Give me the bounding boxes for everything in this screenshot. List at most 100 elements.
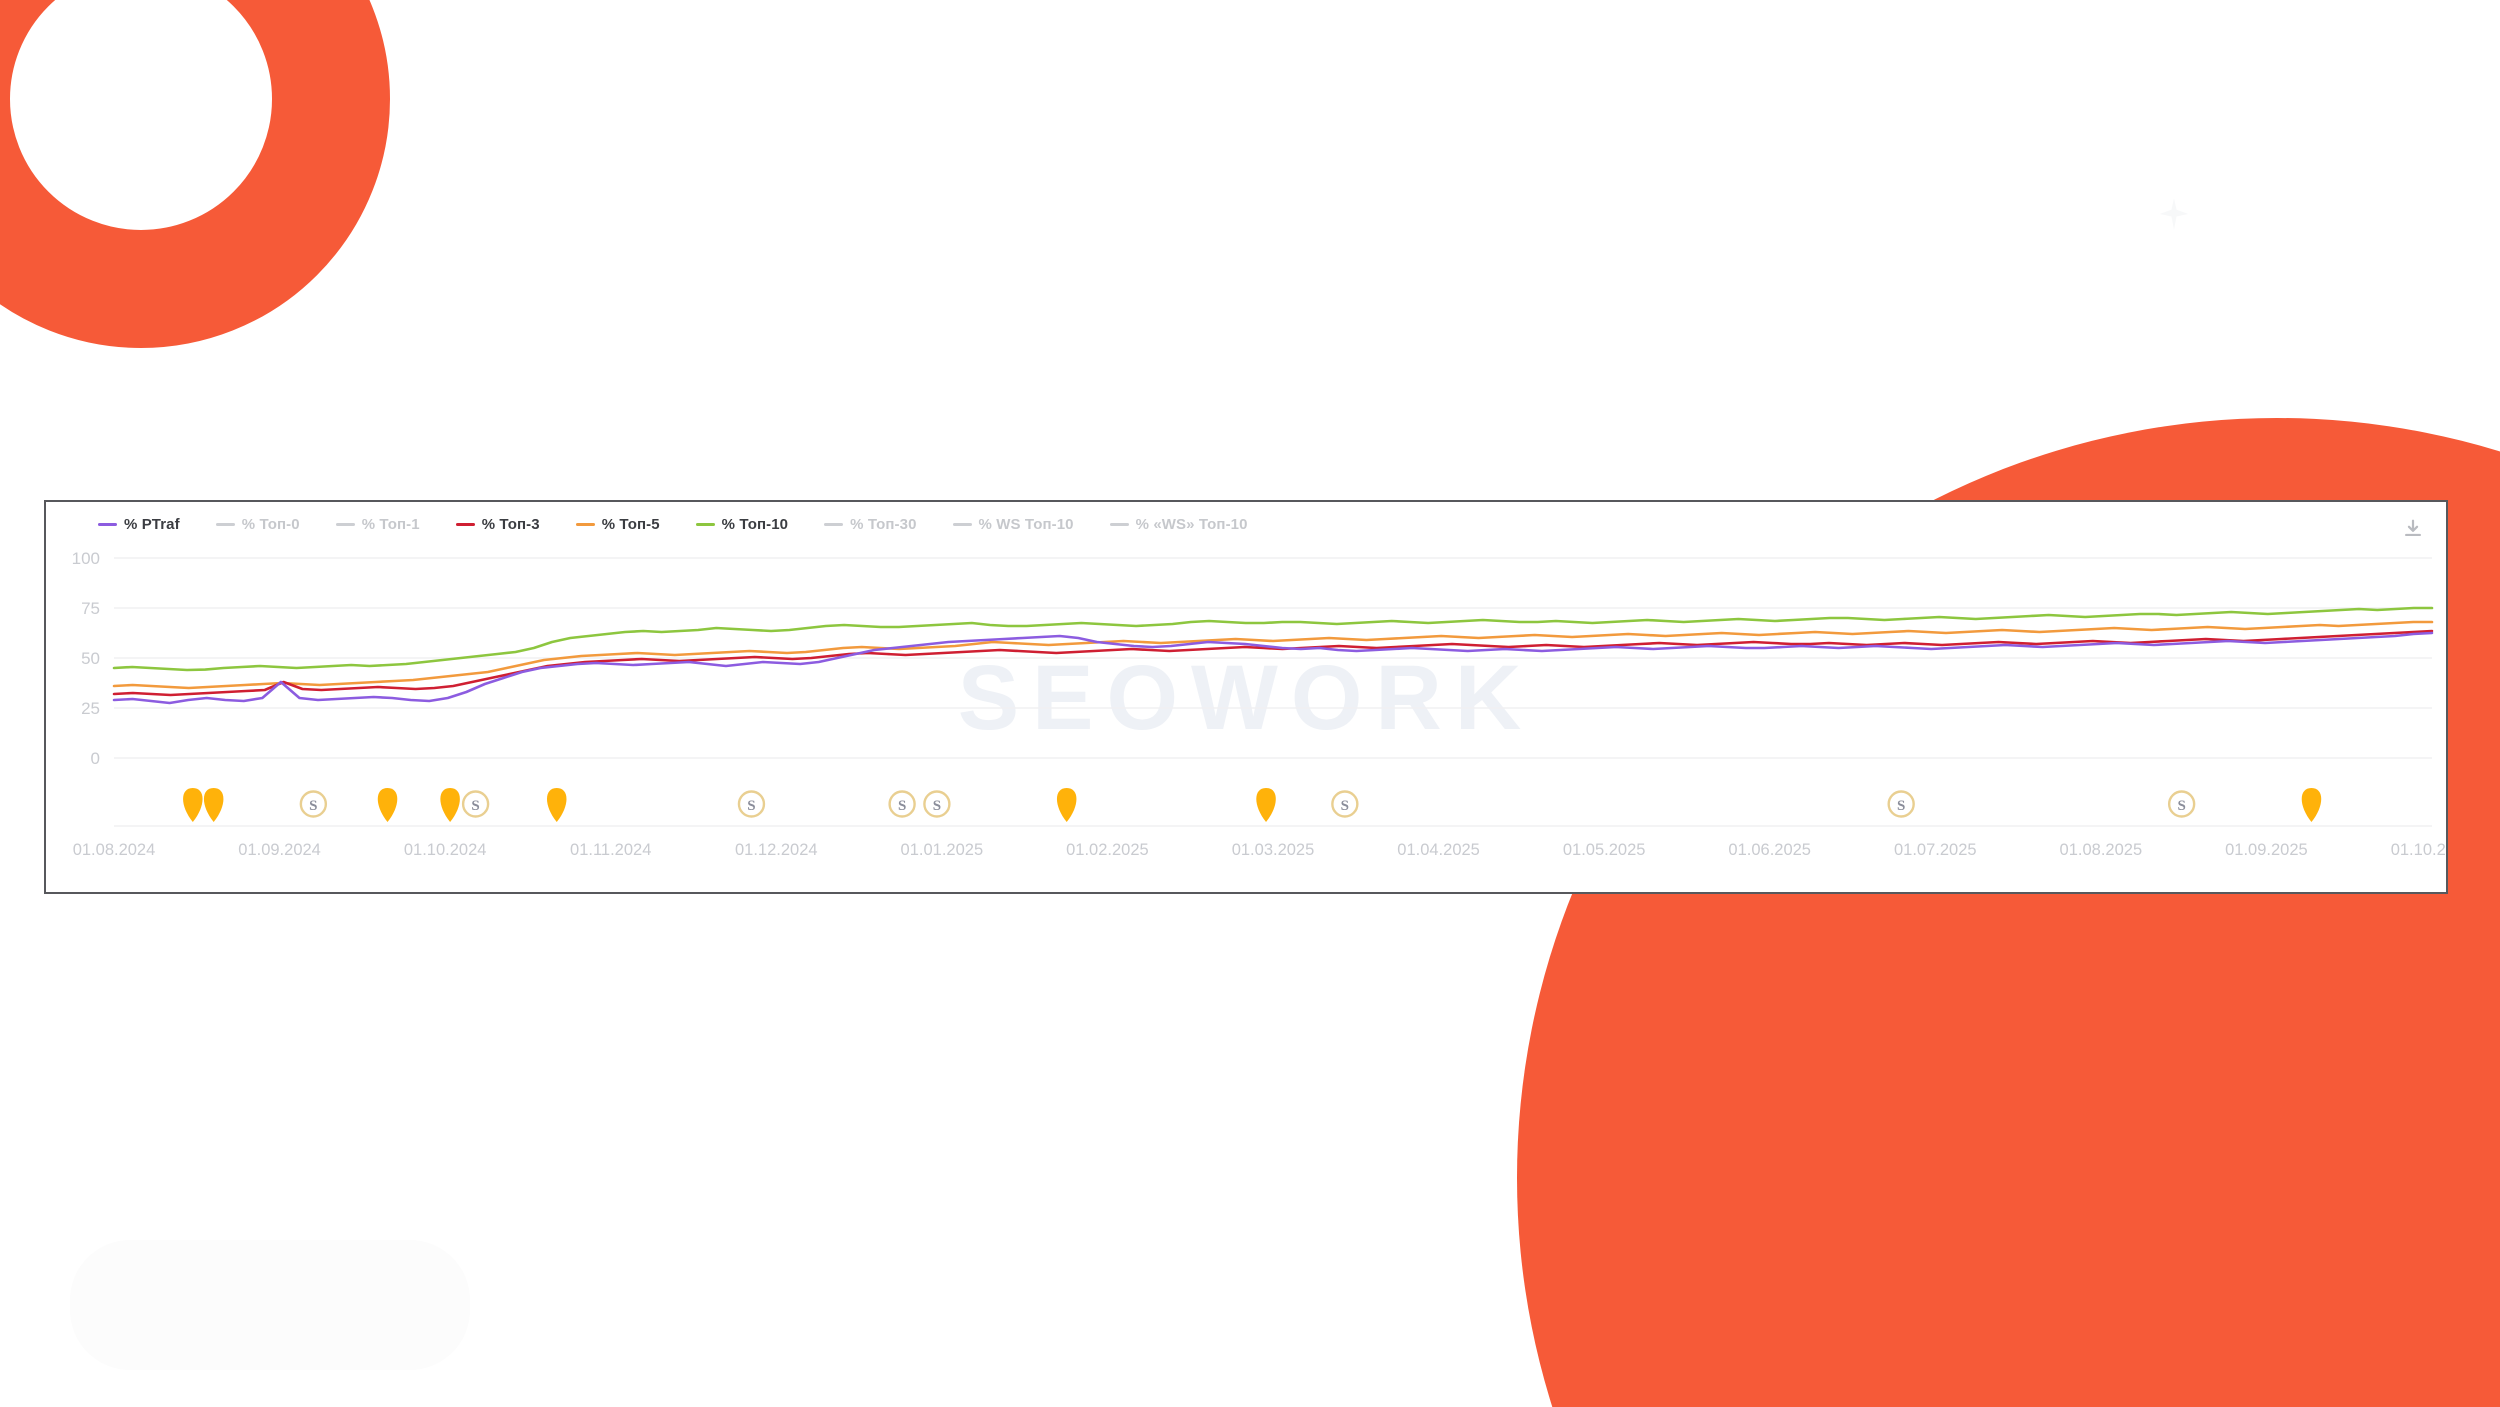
x-axis-tick-label: 01.05.2025 <box>1563 841 1646 859</box>
s-marker-letter: S <box>471 798 479 814</box>
legend-item-label: % «WS» Топ-10 <box>1135 515 1248 533</box>
visibility-chart-card: % PTraf % Топ-0 % Топ-1 % Топ-3 % Топ-5 % Топ… <box>44 500 2448 894</box>
pin-marker[interactable] <box>1056 788 1077 822</box>
s-marker[interactable]: S <box>737 790 766 818</box>
x-axis-tick-label: 01.01.2025 <box>901 841 984 859</box>
x-axis-tick-label: 01.11.2024 <box>570 841 651 859</box>
legend-swatch-icon <box>1109 522 1129 526</box>
legend-item-7[interactable]: % WS Топ-10 <box>952 515 1074 533</box>
s-marker[interactable]: S <box>1887 790 1915 818</box>
legend-item-label: % WS Топ-10 <box>978 515 1074 533</box>
legend-item-0[interactable]: % PTraf <box>98 517 180 532</box>
pin-shape <box>183 788 203 822</box>
legend-swatch-icon <box>335 522 355 526</box>
pin-marker[interactable] <box>2301 788 2322 822</box>
x-axis-tick-label: 01.07.2025 <box>1894 841 1977 859</box>
s-marker-circle <box>299 790 328 818</box>
legend-item-label: % Топ-30 <box>850 515 917 533</box>
legend-swatch-icon <box>575 522 595 526</box>
legend-swatch-icon <box>98 522 117 526</box>
s-marker-circle <box>2167 790 2196 818</box>
s-marker[interactable]: S <box>923 790 951 818</box>
s-marker-letter: S <box>747 798 755 814</box>
series-line-2[interactable] <box>114 631 2432 695</box>
legend-item-4[interactable]: % Топ-5 <box>575 515 660 533</box>
x-axis-tick-label: 01.08.2024 <box>73 841 156 859</box>
pin-shape <box>546 788 567 822</box>
s-marker-circle <box>461 790 490 818</box>
pin-shape <box>377 788 398 822</box>
legend-item-label: % Топ-3 <box>481 515 540 533</box>
series-line-3[interactable] <box>114 633 2432 703</box>
x-axis-tick-label: 01.02.2025 <box>1066 841 1149 859</box>
pin-marker[interactable] <box>546 788 567 822</box>
y-axis-tick-label: 100 <box>72 549 100 568</box>
y-axis-tick-label: 75 <box>81 599 100 618</box>
x-axis-tick-label: 01.08.2025 <box>2060 841 2143 859</box>
legend-item-label: % Топ-1 <box>361 515 420 533</box>
pin-shape <box>2301 788 2322 822</box>
pin-marker[interactable] <box>1256 788 1276 822</box>
brand-ring-decoration <box>0 0 390 348</box>
legend-item-5[interactable]: % Топ-10 <box>695 515 789 533</box>
pin-marker[interactable] <box>203 788 224 822</box>
pin-shape <box>1256 788 1276 822</box>
legend-swatch-icon <box>824 522 844 526</box>
chart-legend: % PTraf % Топ-0 % Топ-1 % Топ-3 % Топ-5 % Топ… <box>46 502 2446 546</box>
x-axis-tick-label: 01.03.2025 <box>1232 841 1315 859</box>
s-marker-circle <box>888 790 916 818</box>
x-axis-tick-label: 01.04.2025 <box>1397 841 1480 859</box>
legend-item-label: % Топ-10 <box>721 515 789 533</box>
s-marker-letter: S <box>2177 798 2185 814</box>
sparkle-decoration <box>2159 198 2189 230</box>
y-axis-tick-label: 25 <box>81 699 100 718</box>
series-line-1[interactable] <box>114 622 2432 688</box>
s-marker-circle <box>737 790 766 818</box>
x-axis-tick-label: 01.10.2024 <box>404 841 487 859</box>
pin-shape <box>203 788 224 822</box>
s-marker-letter: S <box>898 798 906 814</box>
s-marker[interactable]: S <box>299 790 328 818</box>
x-axis-tick-label: 01.09.2024 <box>238 841 321 859</box>
s-marker-letter: S <box>933 798 941 814</box>
x-axis-tick-label: 01.12.2024 <box>735 841 818 859</box>
legend-swatch-icon <box>215 522 235 526</box>
s-marker-letter: S <box>309 798 317 814</box>
legend-item-label: % Топ-5 <box>601 515 660 533</box>
s-marker[interactable]: S <box>888 790 916 818</box>
download-icon <box>2405 519 2421 537</box>
y-axis-tick-label: 50 <box>81 649 100 668</box>
pin-marker[interactable] <box>377 788 398 822</box>
s-marker-circle <box>1887 790 1915 818</box>
legend-item-label: % PTraf <box>124 515 180 533</box>
legend-swatch-icon <box>455 522 475 526</box>
pin-shape <box>440 788 460 822</box>
s-marker[interactable]: S <box>1331 790 1359 818</box>
ghost-card-decoration <box>70 1240 470 1370</box>
legend-item-6[interactable]: % Топ-30 <box>824 517 916 532</box>
legend-item-2[interactable]: % Топ-1 <box>335 515 420 533</box>
y-axis-tick-label: 0 <box>91 749 100 768</box>
legend-item-3[interactable]: % Топ-3 <box>455 515 540 533</box>
s-marker[interactable]: S <box>461 790 490 818</box>
s-marker-circle <box>1331 790 1359 818</box>
chart-plot-area: 0 25 50 75 100 01.08.2024 01.09.2024 01.10.2024… <box>46 546 2446 896</box>
series-line-0[interactable] <box>114 608 2432 670</box>
legend-item-1[interactable]: % Топ-0 <box>215 515 300 533</box>
s-marker-letter: S <box>1897 798 1905 814</box>
download-chart-button[interactable] <box>2396 512 2430 546</box>
legend-item-8[interactable]: % «WS» Топ-10 <box>1109 515 1248 533</box>
pin-marker[interactable] <box>183 788 203 822</box>
s-marker[interactable]: S <box>2167 790 2196 818</box>
pin-marker[interactable] <box>440 788 460 822</box>
s-marker-circle <box>923 790 951 818</box>
x-axis-tick-label: 01.09.2025 <box>2225 841 2308 859</box>
x-axis-tick-label: 01.10.2025 <box>2391 841 2446 859</box>
legend-swatch-icon <box>695 522 715 526</box>
pin-shape <box>1056 788 1077 822</box>
x-axis-tick-label: 01.06.2025 <box>1728 841 1811 859</box>
legend-item-label: % Топ-0 <box>241 515 300 533</box>
chart-svg[interactable]: 0 25 50 75 100 01.08.2024 01.09.2024 01.10.2024… <box>46 546 2446 896</box>
s-marker-letter: S <box>1341 798 1349 814</box>
